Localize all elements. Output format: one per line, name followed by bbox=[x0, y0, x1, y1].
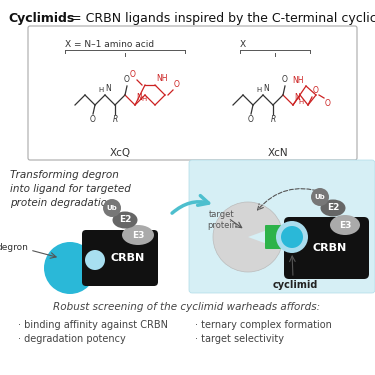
Text: Robust screening of the cyclimid warheads affords:: Robust screening of the cyclimid warhead… bbox=[53, 302, 321, 312]
Circle shape bbox=[276, 221, 308, 253]
Ellipse shape bbox=[122, 225, 154, 245]
Text: XcN: XcN bbox=[268, 148, 288, 158]
Text: O: O bbox=[313, 86, 319, 95]
Text: degron: degron bbox=[0, 243, 28, 252]
Text: N: N bbox=[294, 93, 300, 102]
FancyBboxPatch shape bbox=[82, 230, 158, 286]
Text: O: O bbox=[248, 115, 254, 124]
Text: H: H bbox=[257, 87, 262, 93]
Text: CRBN: CRBN bbox=[111, 253, 145, 263]
Text: = CRBN ligands inspired by the C-terminal cyclic imide degron: = CRBN ligands inspired by the C-termina… bbox=[67, 12, 375, 25]
FancyBboxPatch shape bbox=[189, 160, 375, 293]
FancyBboxPatch shape bbox=[265, 225, 281, 249]
Text: N: N bbox=[263, 84, 269, 93]
Text: O: O bbox=[325, 99, 331, 108]
Circle shape bbox=[281, 226, 303, 248]
Text: X: X bbox=[240, 40, 246, 49]
Text: O: O bbox=[124, 75, 130, 84]
Text: XcQ: XcQ bbox=[110, 148, 130, 158]
Text: E3: E3 bbox=[132, 231, 144, 240]
Text: E2: E2 bbox=[119, 216, 131, 225]
Text: target
protein: target protein bbox=[207, 210, 237, 230]
Text: NH: NH bbox=[156, 74, 168, 83]
Text: H: H bbox=[141, 96, 146, 102]
Text: O: O bbox=[90, 115, 96, 124]
Text: Ub: Ub bbox=[315, 194, 326, 200]
FancyBboxPatch shape bbox=[28, 26, 357, 160]
Text: H: H bbox=[298, 99, 303, 105]
Ellipse shape bbox=[330, 215, 360, 235]
Circle shape bbox=[85, 250, 105, 270]
Text: O: O bbox=[282, 75, 288, 84]
Text: · degradation potency: · degradation potency bbox=[18, 334, 126, 344]
Text: NH: NH bbox=[292, 76, 304, 85]
Circle shape bbox=[213, 202, 283, 272]
Text: Ub: Ub bbox=[106, 205, 117, 211]
FancyBboxPatch shape bbox=[284, 217, 369, 279]
Text: N: N bbox=[105, 84, 111, 93]
Text: · ternary complex formation: · ternary complex formation bbox=[195, 320, 332, 330]
Text: E2: E2 bbox=[327, 204, 339, 213]
Circle shape bbox=[103, 199, 121, 217]
Circle shape bbox=[311, 188, 329, 206]
Text: CRBN: CRBN bbox=[313, 243, 347, 253]
Text: · target selectivity: · target selectivity bbox=[195, 334, 284, 344]
Text: cyclimid: cyclimid bbox=[272, 280, 318, 290]
Circle shape bbox=[44, 242, 96, 294]
Text: R: R bbox=[270, 115, 276, 124]
Ellipse shape bbox=[112, 211, 138, 228]
Text: O: O bbox=[174, 80, 180, 89]
Text: X = N–1 amino acid: X = N–1 amino acid bbox=[65, 40, 154, 49]
Text: E3: E3 bbox=[339, 220, 351, 230]
Text: Cyclimids: Cyclimids bbox=[8, 12, 74, 25]
Text: Transforming degron
into ligand for targeted
protein degradation: Transforming degron into ligand for targ… bbox=[10, 170, 131, 208]
Text: R: R bbox=[112, 115, 118, 124]
Wedge shape bbox=[248, 225, 284, 249]
Text: · binding affinity against CRBN: · binding affinity against CRBN bbox=[18, 320, 168, 330]
Text: H: H bbox=[99, 87, 104, 93]
Ellipse shape bbox=[321, 200, 345, 216]
Text: O: O bbox=[130, 70, 136, 79]
Text: N: N bbox=[136, 93, 142, 102]
